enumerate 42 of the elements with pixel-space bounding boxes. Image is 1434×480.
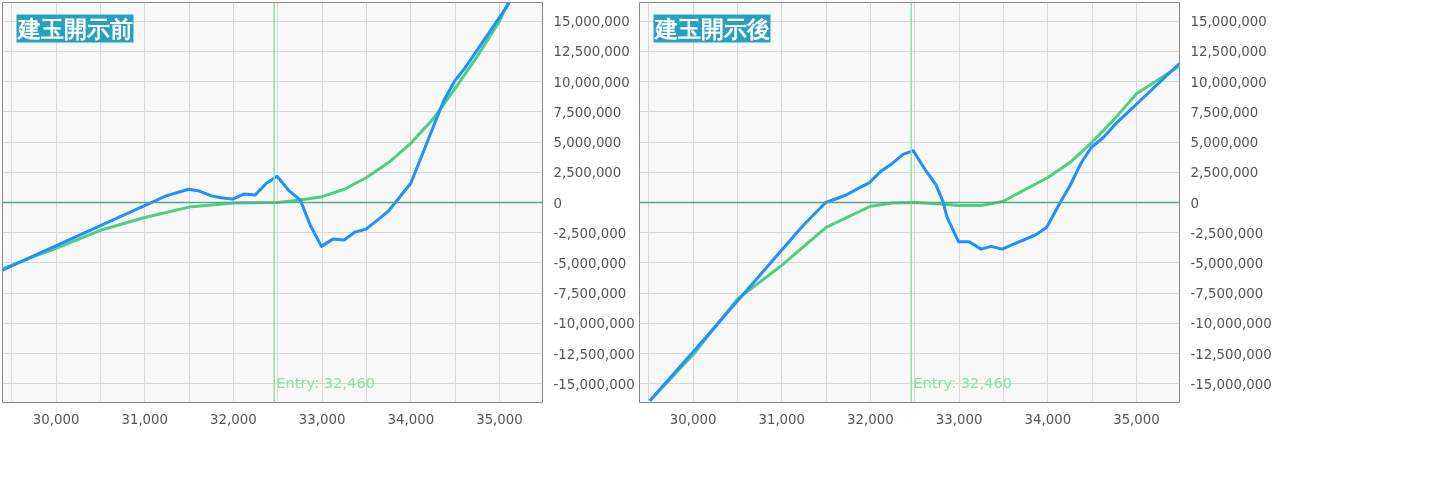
x-tick-label: 30,000 xyxy=(32,411,80,427)
y-tick-label: -10,000,000 xyxy=(1190,316,1272,332)
y-tick-label: 2,500,000 xyxy=(553,165,622,181)
text: 建玉開示後 xyxy=(652,15,770,42)
y-tick-label: 12,500,000 xyxy=(1190,44,1267,60)
x-tick-label: 33,000 xyxy=(298,411,346,427)
y-tick-label: -15,000,000 xyxy=(553,376,635,392)
y-tick-label: 5,000,000 xyxy=(553,135,622,151)
y-tick-label: -7,500,000 xyxy=(1190,286,1264,302)
ref-line-label: Entry: 32,460 xyxy=(276,373,376,391)
x-tick-label: 30,000 xyxy=(669,411,717,427)
x-tick-label: 31,000 xyxy=(758,411,806,427)
y-tick-label: 7,500,000 xyxy=(553,104,622,120)
x-tick-label: 33,000 xyxy=(935,411,983,427)
y-tick-label: -2,500,000 xyxy=(553,225,627,241)
ref-line-label: Entry: 32,460 xyxy=(913,373,1013,391)
y-tick-label: 7,500,000 xyxy=(1190,104,1259,120)
y-tick-label: 0 xyxy=(553,195,562,211)
y-tick-label: -10,000,000 xyxy=(553,316,635,332)
y-tick-label: -5,000,000 xyxy=(553,255,627,271)
text: 建玉開示前 xyxy=(15,15,133,42)
y-tick-label: -15,000,000 xyxy=(1190,376,1272,392)
y-tick-label: -12,500,000 xyxy=(553,346,635,362)
y-tick-label: -2,500,000 xyxy=(1190,225,1264,241)
y-tick-label: 10,000,000 xyxy=(1190,74,1267,90)
x-tick-label: 34,000 xyxy=(387,411,435,427)
y-tick-label: 10,000,000 xyxy=(553,74,630,90)
y-tick-label: -5,000,000 xyxy=(1190,255,1264,271)
x-tick-label: 31,000 xyxy=(121,411,169,427)
y-tick-label: 12,500,000 xyxy=(553,44,630,60)
x-tick-label: 35,000 xyxy=(1113,411,1160,427)
y-tick-label: 5,000,000 xyxy=(1190,135,1259,151)
y-tick-label: -7,500,000 xyxy=(553,286,627,302)
x-tick-label: 35,000 xyxy=(476,411,523,427)
y-tick-label: 15,000,000 xyxy=(553,14,630,30)
x-tick-label: 32,000 xyxy=(847,411,894,427)
x-tick-label: 34,000 xyxy=(1024,411,1072,427)
y-tick-label: 2,500,000 xyxy=(1190,165,1259,181)
y-tick-label: -12,500,000 xyxy=(1190,346,1272,362)
y-tick-label: 15,000,000 xyxy=(1190,14,1267,30)
x-tick-label: 32,000 xyxy=(210,411,257,427)
y-tick-label: 0 xyxy=(1190,195,1199,211)
